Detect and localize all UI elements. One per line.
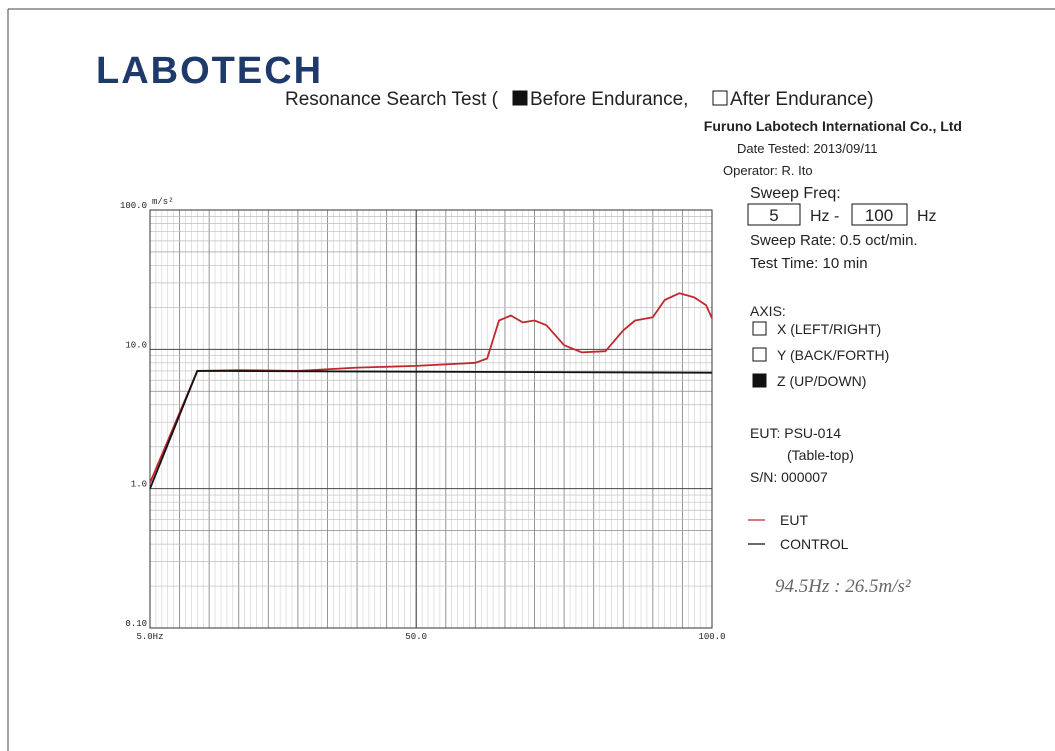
sweep-label: Sweep Freq:: [750, 185, 841, 202]
checkbox: [712, 90, 728, 106]
handwritten-note: 94.5Hz : 26.5m/s²: [775, 576, 911, 597]
eut-name: EUT: PSU-014: [750, 425, 841, 441]
x-tick-label: 50.0: [405, 632, 427, 642]
logo: LABOTECH: [96, 50, 323, 92]
y-tick-label: 0.10: [125, 619, 147, 629]
series-line: [149, 292, 713, 484]
title-option: After Endurance): [730, 89, 874, 110]
operator: Operator: R. Ito: [723, 163, 813, 178]
sweep-from: 5: [769, 206, 778, 225]
plot-frame: [149, 209, 713, 629]
sweep-sep: Hz -: [810, 208, 839, 225]
series-line: [149, 370, 713, 490]
checkbox: [752, 347, 767, 362]
y-tick-label: 10.0: [125, 340, 147, 350]
test-time: Test Time: 10 min: [750, 255, 868, 272]
y-tick-label: 100.0: [120, 201, 147, 211]
checkbox: [752, 321, 767, 336]
input-box: [851, 203, 908, 226]
checkbox: [752, 373, 767, 388]
plot: 0.10 1.0 10.0 100.0 m/s² 5.0Hz 50.0 100.0: [120, 197, 726, 642]
sweep-rate: Sweep Rate: 0.5 oct/min.: [750, 232, 918, 249]
title-option: Before Endurance,: [530, 89, 688, 110]
company: Furuno Labotech International Co., Ltd: [704, 118, 962, 134]
axis-option: Y (BACK/FORTH): [777, 347, 889, 363]
sweep-unit: Hz: [917, 208, 937, 225]
x-tick-label: 100.0: [698, 632, 725, 642]
date-tested: Date Tested: 2013/09/11: [737, 141, 877, 156]
eut-serial: S/N: 000007: [750, 469, 828, 485]
y-unit: m/s²: [152, 197, 174, 207]
axis-option: X (LEFT/RIGHT): [777, 321, 881, 337]
sweep-to: 100: [865, 206, 893, 225]
input-box: [747, 203, 801, 226]
x-tick-label: 5.0Hz: [136, 632, 163, 642]
legend-label: EUT: [780, 512, 808, 528]
axis-option: Z (UP/DOWN): [777, 373, 866, 389]
axis-label: AXIS:: [750, 303, 786, 319]
eut-kind: (Table-top): [787, 447, 854, 463]
y-tick-label: 1.0: [131, 480, 147, 490]
checkbox: [512, 90, 528, 106]
title: Resonance Search Test (: [285, 89, 499, 110]
legend-label: CONTROL: [780, 536, 849, 552]
